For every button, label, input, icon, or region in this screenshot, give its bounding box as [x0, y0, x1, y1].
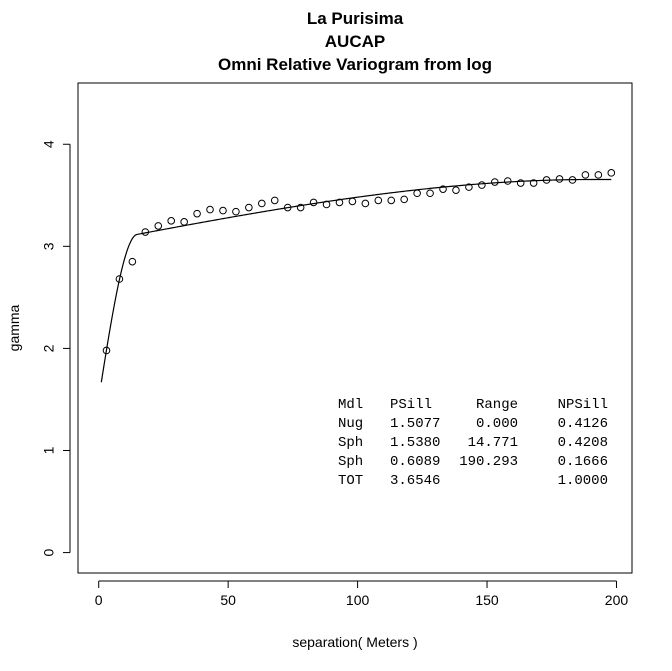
- table-header-cell: Range: [476, 397, 518, 413]
- y-tick-label: 0: [41, 548, 57, 556]
- data-point: [503, 177, 512, 185]
- table-cell: 14.771: [468, 435, 518, 451]
- x-tick-label: 0: [95, 592, 103, 608]
- data-point: [309, 198, 318, 207]
- data-point: [413, 189, 421, 198]
- data-point: [555, 175, 564, 183]
- data-point: [387, 196, 396, 205]
- table-cell: 1.5380: [390, 435, 440, 451]
- data-point: [568, 176, 577, 184]
- data-point: [581, 171, 590, 179]
- data-point: [529, 179, 538, 187]
- data-point: [439, 185, 447, 193]
- data-point: [452, 186, 460, 194]
- model-table: Mdl PSill Range NPSill Nug 1.5077 0.000 0.4126 S…: [338, 397, 608, 489]
- table-cell: 3.6546: [390, 473, 440, 489]
- table-cell: 190.293: [459, 454, 518, 470]
- data-point: [206, 205, 214, 214]
- data-point: [594, 171, 603, 179]
- data-point: [167, 217, 175, 225]
- table-cell: Sph: [338, 435, 363, 451]
- data-point: [141, 228, 150, 236]
- experimental-points: [102, 169, 616, 355]
- data-point: [348, 197, 357, 206]
- data-point: [296, 203, 305, 212]
- table-cell: Nug: [338, 416, 363, 432]
- x-axis-label: separation( Meters ): [292, 634, 417, 650]
- chart-title-line-2: AUCAP: [325, 32, 385, 51]
- chart-title-line-1: La Purisima: [307, 9, 404, 28]
- data-point: [361, 199, 370, 208]
- table-cell: 0.6089: [390, 454, 440, 470]
- data-point: [322, 200, 331, 209]
- x-tick-label: 50: [220, 592, 236, 608]
- table-cell: 1.5077: [390, 416, 440, 432]
- table-cell: 1.0000: [558, 473, 608, 489]
- data-point: [245, 203, 253, 212]
- y-tick-label: 3: [41, 242, 57, 250]
- table-cell: 0.000: [476, 416, 518, 432]
- data-point: [465, 183, 473, 191]
- table-cell: Sph: [338, 454, 363, 470]
- data-point: [490, 178, 499, 186]
- y-axis-label: gamma: [6, 304, 22, 351]
- table-cell: TOT: [338, 473, 363, 489]
- table-cell: 0.4126: [558, 416, 608, 432]
- data-point: [270, 196, 279, 205]
- data-point: [607, 169, 616, 177]
- data-point: [516, 179, 525, 187]
- y-tick-label: 2: [41, 344, 57, 352]
- y-tick-label: 4: [41, 140, 57, 148]
- plot-frame: [77, 82, 633, 574]
- y-tick-label: 1: [41, 446, 57, 454]
- data-point: [374, 196, 383, 205]
- table-header-cell: NPSill: [558, 397, 608, 413]
- x-tick-label: 100: [346, 592, 370, 608]
- y-axis: 0 1 2 3 4: [41, 140, 71, 556]
- data-point: [542, 176, 551, 184]
- table-header-cell: Mdl: [338, 397, 363, 413]
- data-point: [193, 209, 201, 218]
- data-point: [180, 218, 188, 226]
- data-point: [283, 203, 292, 212]
- table-cell: 0.4208: [558, 435, 608, 451]
- x-tick-label: 150: [475, 592, 499, 608]
- data-point: [478, 181, 486, 189]
- data-point: [219, 206, 227, 215]
- data-point: [154, 222, 163, 230]
- data-point: [128, 257, 137, 266]
- data-point: [400, 195, 408, 204]
- x-tick-label: 200: [605, 592, 629, 608]
- data-point: [335, 198, 344, 207]
- data-point: [232, 207, 240, 216]
- table-cell: 0.1666: [558, 454, 608, 470]
- data-point: [426, 189, 434, 198]
- data-point: [115, 275, 124, 283]
- table-header-cell: PSill: [390, 397, 432, 413]
- data-point: [258, 199, 266, 208]
- x-axis: 0 50 100 150 200: [95, 580, 629, 608]
- model-curve: [100, 178, 612, 383]
- chart-title-line-3: Omni Relative Variogram from log: [218, 55, 492, 74]
- data-point: [102, 346, 111, 355]
